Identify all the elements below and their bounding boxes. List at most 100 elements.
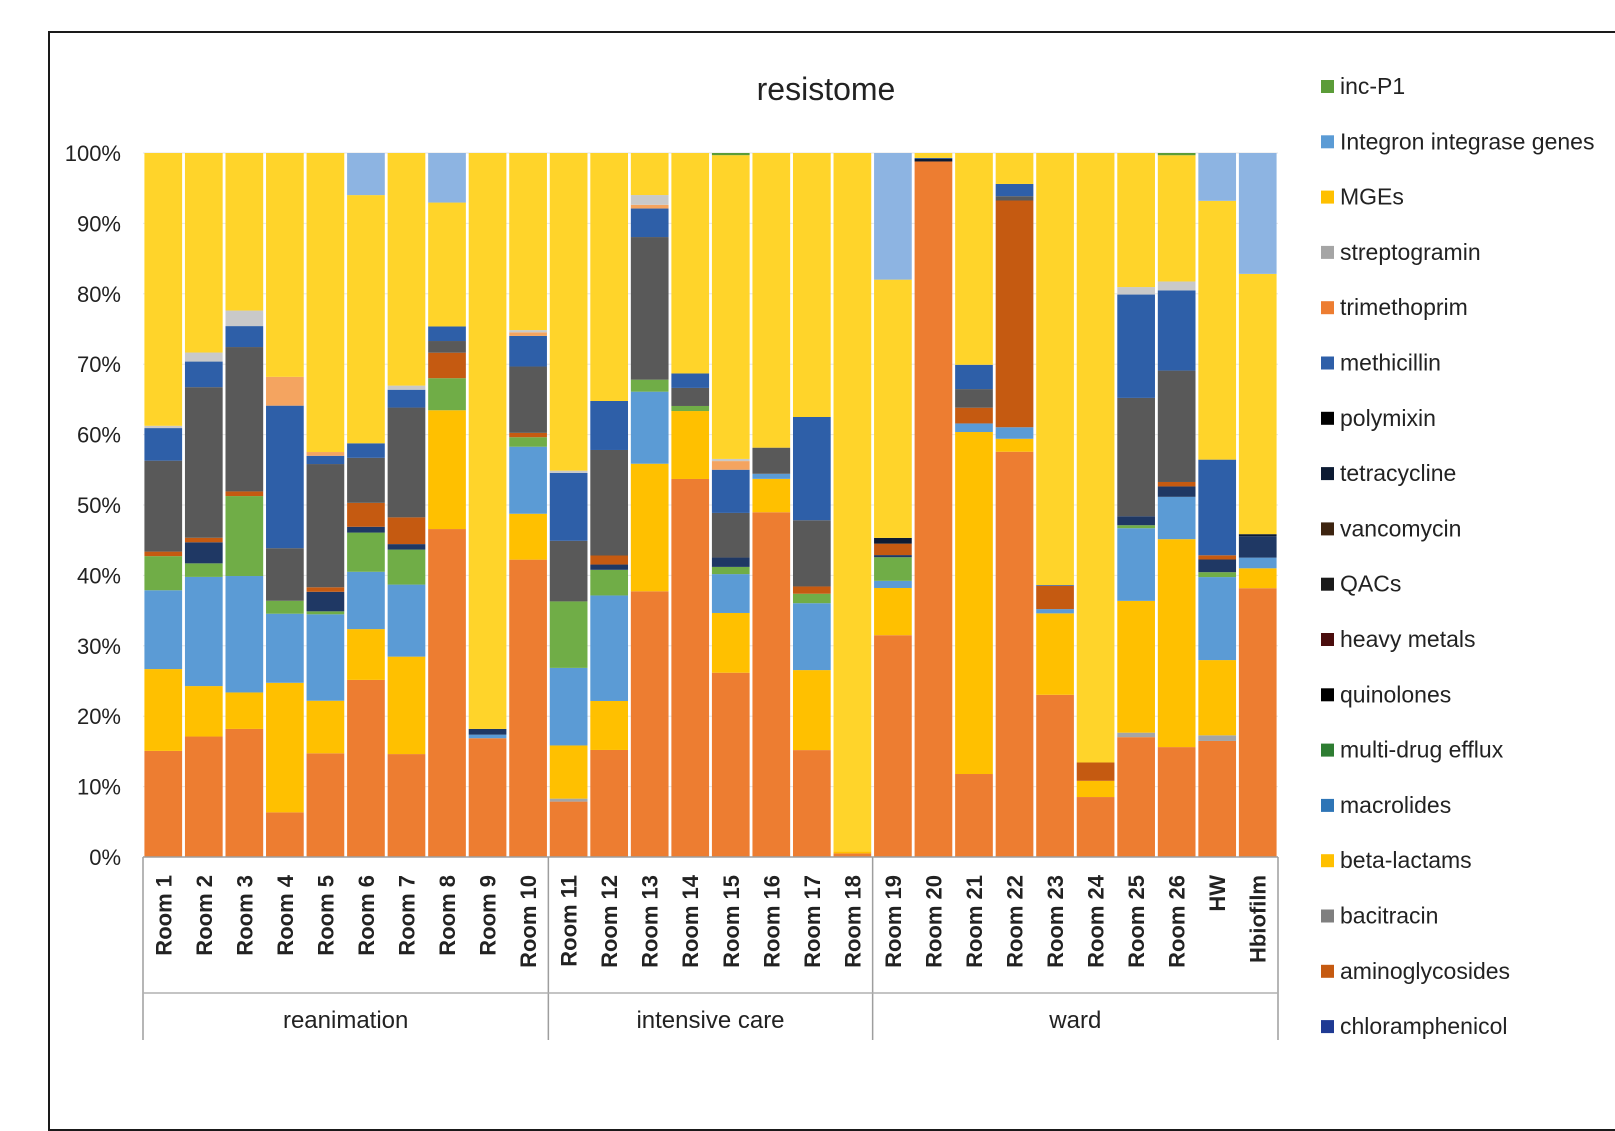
bar-segment <box>184 736 223 857</box>
bar-segment <box>711 612 750 673</box>
bar-segment <box>590 400 629 450</box>
bar-segment <box>387 656 426 755</box>
bar-segment <box>1117 525 1155 529</box>
bar-segment <box>711 574 750 613</box>
bar-segment <box>1157 155 1196 282</box>
bar-segment <box>225 326 264 348</box>
bar-segment <box>1157 370 1196 482</box>
bar-segment <box>711 512 750 558</box>
bar-segment <box>630 391 669 464</box>
bar-segment <box>711 153 750 156</box>
bar-segment <box>874 153 912 280</box>
bar-segment <box>1036 613 1074 695</box>
legend-swatch <box>1321 909 1334 923</box>
x-tick-label: Room 19 <box>881 875 906 968</box>
group-label: intensive care <box>636 1007 784 1034</box>
legend-label: tetracycline <box>1340 460 1456 486</box>
bar-segment <box>792 520 831 587</box>
bar-segment <box>266 376 304 406</box>
bar-segment <box>509 335 547 367</box>
bar-segment <box>955 153 993 365</box>
bar-segment <box>995 200 1034 428</box>
bar-segment <box>428 378 466 411</box>
bar-segment <box>1076 153 1115 763</box>
bar-segment <box>995 153 1034 184</box>
bar-segment <box>306 452 345 456</box>
legend-swatch <box>1321 633 1334 646</box>
bar-segment <box>874 635 912 857</box>
bar-segment <box>266 548 304 601</box>
bar-segment <box>630 153 669 196</box>
bar-segment <box>387 754 426 857</box>
y-tick-label: 90% <box>77 211 121 236</box>
bar-segment <box>1117 528 1155 601</box>
x-tick-label: Room 11 <box>557 875 582 967</box>
legend-swatch <box>1321 190 1334 204</box>
legend-swatch <box>1321 245 1334 259</box>
bar-segment <box>630 591 669 857</box>
legend-label: Integron integrase genes <box>1340 128 1594 154</box>
stacked-bar-chart: resistome 0% 10% 20% 30% 40% 50% 60% 70% 80% 90% 1… <box>65 71 1594 1040</box>
bar-segment <box>184 576 223 687</box>
x-tick-label: Room 7 <box>394 875 419 956</box>
legend-label: aminoglycosides <box>1340 958 1510 984</box>
bar-segment <box>1198 572 1237 578</box>
bar-segment <box>509 366 547 433</box>
x-tick-label: Room 10 <box>516 875 541 968</box>
bar-segment <box>266 600 304 614</box>
bar-segment <box>874 537 912 544</box>
bar-segment <box>914 161 953 858</box>
bar-segment <box>1198 153 1237 201</box>
bar-segment <box>509 513 547 560</box>
bar-segment <box>144 551 183 557</box>
bar-segment <box>509 432 547 438</box>
legend-label: quinolones <box>1340 681 1451 707</box>
x-tick-label: Room 13 <box>638 875 663 968</box>
bar-segment <box>1238 273 1277 535</box>
bar-segment <box>549 472 588 541</box>
bar-segment <box>671 387 710 406</box>
bar-segment <box>995 451 1034 857</box>
y-tick-label: 80% <box>77 282 121 307</box>
bar-segment <box>590 700 629 750</box>
legend-label: polymixin <box>1340 405 1436 431</box>
x-tick-label: Room 3 <box>232 875 257 956</box>
bar-segment <box>995 196 1034 201</box>
bar-segment <box>1076 762 1115 781</box>
x-tick-label: Room 15 <box>719 875 744 968</box>
bar-segment <box>955 407 993 424</box>
bar-segment <box>266 613 304 683</box>
bar-segment <box>144 669 183 751</box>
x-tick-label: Room 17 <box>800 875 825 968</box>
bar-segment <box>833 853 872 857</box>
bar-segment <box>590 569 629 596</box>
x-tick-label: Room 12 <box>597 875 622 968</box>
x-tick-label: Room 25 <box>1124 875 1149 968</box>
x-tick-label: Room 21 <box>962 875 987 968</box>
bar-segment <box>347 195 385 444</box>
bar-segment <box>1157 153 1196 156</box>
bar-segment <box>347 443 385 458</box>
legend-label: QACs <box>1340 571 1401 597</box>
bar-segment <box>792 586 831 594</box>
bar-segment <box>306 464 345 588</box>
bar-segment <box>955 774 993 857</box>
bar-segment <box>833 153 872 852</box>
legend-swatch <box>1321 135 1334 149</box>
bar-segment <box>711 155 750 459</box>
legend-swatch <box>1321 854 1334 868</box>
bar-segment <box>955 389 993 408</box>
bar-segment <box>671 411 710 479</box>
bar-segment <box>1157 539 1196 748</box>
y-tick-label: 20% <box>77 704 121 729</box>
bar-segment <box>914 157 953 159</box>
bar-segment <box>874 555 912 558</box>
legend-label: bacitracin <box>1340 903 1438 929</box>
bar-segment <box>1198 559 1237 573</box>
bar-segment <box>1238 534 1277 537</box>
bar-segment <box>1036 585 1074 610</box>
bar-segment <box>1117 294 1155 398</box>
legend-swatch <box>1321 688 1334 702</box>
bar-segment <box>1157 496 1196 540</box>
bar-segment <box>792 603 831 671</box>
